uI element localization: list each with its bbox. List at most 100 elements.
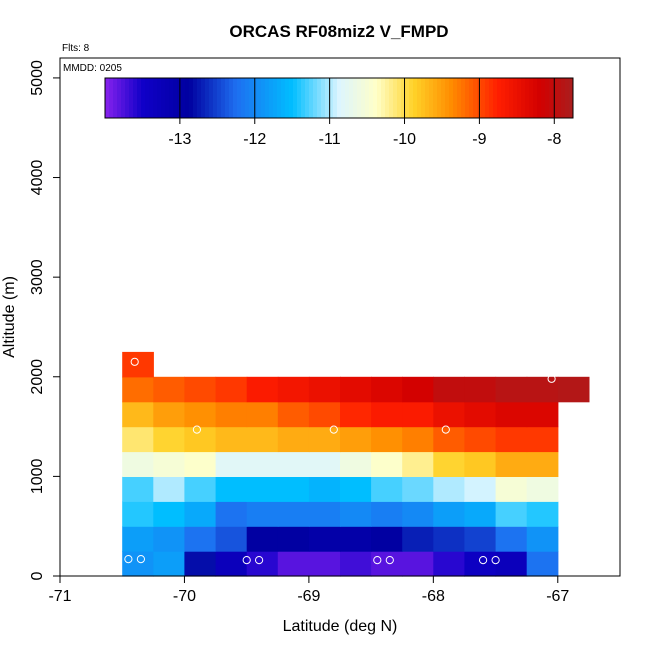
heatmap-cell: [215, 451, 248, 477]
heatmap-cell: [277, 501, 310, 527]
colorbar-swatch: [557, 78, 562, 118]
heatmap-cell: [433, 376, 465, 403]
colorbar-swatch: [521, 78, 526, 118]
colorbar-swatch: [497, 78, 502, 118]
y-tick-label: 5000: [29, 60, 46, 96]
heatmap-cell: [246, 476, 279, 502]
heatmap-cell: [526, 401, 559, 428]
sample-point: [547, 374, 556, 383]
heatmap-cell: [277, 551, 310, 577]
colorbar-swatch: [121, 78, 126, 118]
heatmap-cell: [340, 376, 372, 403]
x-tick-label: -68: [422, 588, 445, 605]
colorbar-swatch: [265, 78, 270, 118]
colorbar-swatch: [469, 78, 474, 118]
colorbar-swatch: [569, 78, 574, 118]
heatmap-cell: [277, 401, 310, 428]
colorbar-swatch: [309, 78, 314, 118]
colorbar-tick-label: -9: [472, 131, 486, 148]
heatmap-cell: [402, 426, 434, 453]
sample-point: [136, 555, 145, 564]
colorbar-swatch: [393, 78, 398, 118]
heatmap-cell: [340, 426, 372, 453]
colorbar-tick-label: -12: [243, 131, 266, 148]
colorbar-swatch: [117, 78, 122, 118]
colorbar-swatch: [345, 78, 350, 118]
heatmap-cell: [340, 476, 372, 502]
heatmap-cell: [122, 401, 154, 428]
colorbar-tick-label: -11: [319, 131, 341, 148]
x-tick-label: -67: [546, 588, 569, 605]
colorbar-swatch: [417, 78, 422, 118]
y-tick-label: 4000: [29, 160, 46, 196]
heatmap-cell: [495, 401, 528, 428]
heatmap-cell: [184, 476, 217, 502]
heatmap-cell: [153, 551, 185, 577]
sample-point: [491, 556, 500, 565]
heatmap-cell: [153, 426, 185, 453]
heatmap-cell: [464, 426, 497, 453]
heatmap-cell: [433, 501, 465, 527]
colorbar-swatch: [193, 78, 198, 118]
colorbar-swatch: [465, 78, 470, 118]
colorbar-swatch: [273, 78, 278, 118]
colorbar-swatch: [185, 78, 190, 118]
colorbar-swatch: [125, 78, 130, 118]
heatmap-cell: [464, 401, 497, 428]
heatmap-cell: [526, 426, 559, 453]
heatmap-cell: [433, 526, 465, 552]
colorbar-swatch: [281, 78, 286, 118]
heatmap-cell: [215, 376, 248, 403]
sample-point: [130, 357, 139, 366]
heatmap-cell: [184, 551, 217, 577]
colorbar-swatch: [437, 78, 442, 118]
heatmap-cell: [495, 451, 528, 477]
heatmap-cell: [402, 376, 434, 403]
heatmap-cell: [371, 501, 403, 527]
colorbar-swatch: [361, 78, 366, 118]
heatmap-cell: [184, 376, 217, 403]
heatmap-cell: [433, 476, 465, 502]
heatmap-cell: [122, 476, 154, 502]
colorbar-swatch: [237, 78, 242, 118]
colorbar-tick-label: -10: [393, 131, 416, 148]
colorbar-swatch: [445, 78, 450, 118]
heatmap-cell: [464, 451, 497, 477]
heatmap-cell: [464, 376, 497, 403]
colorbar-swatch: [429, 78, 434, 118]
colorbar-tick-label: -13: [168, 131, 191, 148]
heatmap-cell: [340, 526, 372, 552]
heatmap-cell: [184, 501, 217, 527]
sample-point: [373, 556, 382, 565]
colorbar-swatch: [545, 78, 550, 118]
colorbar-swatch: [485, 78, 490, 118]
heatmap-cell: [433, 401, 465, 428]
heatmap-cell: [464, 551, 497, 577]
heatmap-cell: [526, 501, 559, 527]
chart-title: ORCAS RF08miz2 V_FMPD: [229, 22, 448, 41]
heatmap-cell: [371, 401, 403, 428]
heatmap-cell: [308, 526, 341, 552]
colorbar-swatch: [369, 78, 374, 118]
colorbar-swatch: [529, 78, 534, 118]
heatmap-cell: [122, 376, 154, 403]
x-tick-label: -69: [297, 588, 320, 605]
colorbar-swatch: [413, 78, 418, 118]
colorbar-swatch: [509, 78, 514, 118]
heatmap-cell: [308, 376, 341, 403]
colorbar-swatch: [157, 78, 162, 118]
colorbar-swatch: [297, 78, 302, 118]
heatmap-cell: [246, 526, 279, 552]
colorbar-swatch: [197, 78, 202, 118]
colorbar-swatch: [113, 78, 118, 118]
heatmap-cell: [277, 451, 310, 477]
heatmap-cell: [526, 551, 559, 577]
heatmap-cell: [340, 501, 372, 527]
colorbar-swatch: [141, 78, 146, 118]
heatmap-cell: [308, 476, 341, 502]
colorbar-swatch: [501, 78, 506, 118]
colorbar-swatch: [389, 78, 394, 118]
y-tick-label: 1000: [29, 458, 46, 494]
colorbar-swatch: [205, 78, 210, 118]
